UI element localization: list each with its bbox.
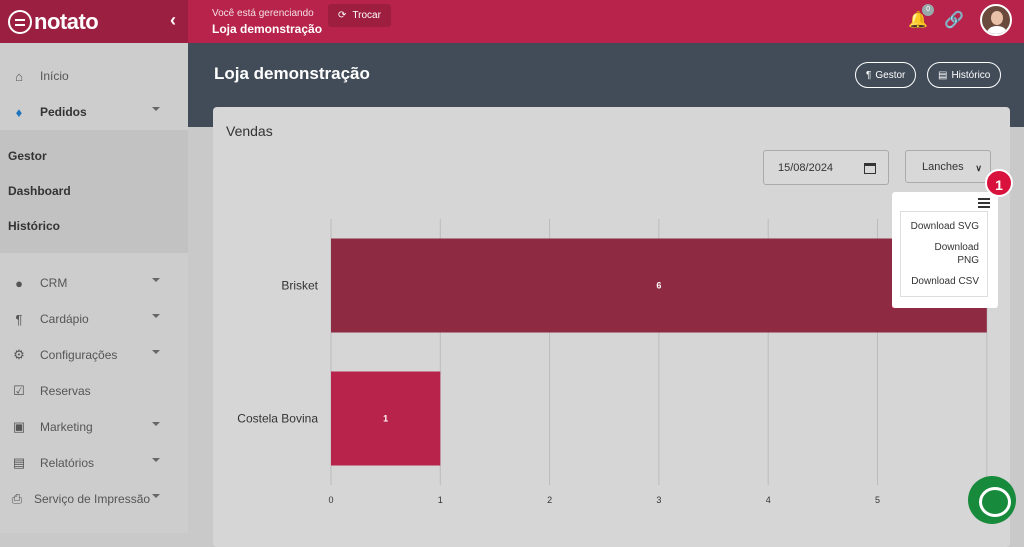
refresh-icon: ⟳ xyxy=(338,10,347,21)
sidebar-item-marketing[interactable]: ▣ Marketing xyxy=(0,409,188,445)
sidebar-item-label: Configurações xyxy=(40,348,118,362)
caret-down-icon xyxy=(152,458,160,462)
submenu-item-historico[interactable]: Histórico xyxy=(8,218,61,233)
caret-down-icon xyxy=(152,278,160,282)
submenu-item-dashboard[interactable]: Dashboard xyxy=(8,183,71,198)
chevron-left-icon[interactable]: ‹ xyxy=(170,10,176,30)
historico-button[interactable]: ▤ Histórico xyxy=(927,62,1002,88)
top-bar: notato ‹ Você está gerenciando Loja demo… xyxy=(0,0,1024,43)
avatar[interactable] xyxy=(980,4,1012,36)
pedidos-submenu: Gestor Dashboard Histórico xyxy=(0,130,188,253)
caret-down-icon xyxy=(152,422,160,426)
caret-down-icon xyxy=(152,107,160,111)
date-input[interactable]: 15/08/2024 xyxy=(763,150,889,185)
sidebar-item-label: Marketing xyxy=(40,420,93,434)
sidebar-item-label: Reservas xyxy=(40,384,91,398)
report-icon: ▤ xyxy=(12,455,26,470)
logo-text: notato xyxy=(34,8,99,34)
bar-costela-bovina[interactable] xyxy=(331,371,441,466)
top-right-actions: 🔔 0 🔗 xyxy=(908,4,1012,36)
chat-button[interactable] xyxy=(968,476,1016,524)
x-tick-label: 5 xyxy=(875,495,880,505)
bell-icon: 🔔 xyxy=(908,12,929,29)
sidebar-item-label: Cardápio xyxy=(40,312,89,326)
caret-down-icon xyxy=(152,314,160,318)
home-icon: ⌂ xyxy=(15,68,23,84)
notifications-button[interactable]: 🔔 0 xyxy=(908,4,935,30)
sidebar-item-relatorios[interactable]: ▤ Relatórios xyxy=(0,445,188,481)
download-csv-option[interactable]: Download CSV xyxy=(911,276,979,287)
gear-icon: ⚙ xyxy=(13,347,25,362)
sidebar-item-configuracoes[interactable]: ⚙ Configurações xyxy=(0,337,188,373)
utensils-icon: ¶ xyxy=(866,69,872,81)
category-select-value: Lanches xyxy=(922,160,964,173)
notification-badge: 0 xyxy=(922,4,935,16)
bar-value-label: 1 xyxy=(383,414,388,424)
x-tick-label: 4 xyxy=(766,495,771,505)
sidebar-item-pedidos[interactable]: ♦ Pedidos xyxy=(0,94,188,130)
ad-icon: ▣ xyxy=(12,419,26,434)
printer-icon: ⎙ xyxy=(11,491,23,506)
step-badge: 1 xyxy=(985,169,1013,197)
caret-down-icon xyxy=(152,350,160,354)
utensils-icon: ¶ xyxy=(15,311,23,327)
page-title: Loja demonstração xyxy=(214,64,370,83)
book-icon: ▤ xyxy=(938,69,948,81)
sidebar-item-reservas[interactable]: ☑ Reservas xyxy=(0,373,188,409)
sidebar-item-label: CRM xyxy=(40,276,68,290)
sidebar-item-inicio[interactable]: ⌂ Início xyxy=(0,58,188,94)
hamburger-menu-icon[interactable] xyxy=(978,198,990,210)
sidebar-item-label: Relatórios xyxy=(40,456,95,470)
x-tick-label: 3 xyxy=(656,495,661,505)
chart-menu-list: Download SVG Download PNG Download CSV xyxy=(900,211,988,297)
category-select[interactable]: Lanches ∨ xyxy=(905,150,991,183)
y-category-label: Brisket xyxy=(281,279,318,293)
sidebar-item-label: Serviço de Impressão xyxy=(34,492,151,506)
sales-chart: 0 1 2 3 4 5 6 Brisket 1 Costela Bovina xyxy=(237,219,988,505)
download-png-option[interactable]: Download PNG xyxy=(934,242,979,266)
gestor-label: Gestor xyxy=(875,69,906,81)
historico-label: Histórico xyxy=(951,69,991,81)
logo-icon xyxy=(8,9,32,34)
y-category-label: Costela Bovina xyxy=(237,412,318,426)
managing-store: Você está gerenciando Loja demonstração xyxy=(212,8,322,36)
sidebar-item-label: Início xyxy=(40,69,69,83)
sidebar-item-crm[interactable]: ● CRM xyxy=(0,265,188,301)
sidebar-item-label: Pedidos xyxy=(40,105,87,119)
x-tick-label: 2 xyxy=(547,495,552,505)
bar-brisket[interactable] xyxy=(331,238,987,333)
bell-icon: ♦ xyxy=(15,104,23,120)
managing-store-name: Loja demonstração xyxy=(212,21,323,36)
gestor-button[interactable]: ¶ Gestor xyxy=(855,62,917,88)
sidebar-item-cardapio[interactable]: ¶ Cardápio xyxy=(0,301,188,337)
bar-value-label: 6 xyxy=(656,281,661,291)
chevron-down-icon: ∨ xyxy=(975,163,982,173)
calendar-check-icon: ☑ xyxy=(13,383,25,398)
sidebar-item-servico-impressao[interactable]: ⎙ Serviço de Impressão xyxy=(0,481,188,517)
sidebar: ⌂ Início ♦ Pedidos Gestor Dashboard Hist… xyxy=(0,43,188,533)
x-tick-label: 0 xyxy=(328,495,333,505)
submenu-item-gestor[interactable]: Gestor xyxy=(8,148,47,163)
managing-label: Você está gerenciando xyxy=(212,7,314,19)
swap-store-button[interactable]: ⟳ Trocar xyxy=(328,4,391,27)
date-value: 15/08/2024 xyxy=(778,161,834,174)
download-svg-option[interactable]: Download SVG xyxy=(910,221,979,232)
logo-area: notato ‹ xyxy=(0,0,188,43)
swap-label: Trocar xyxy=(352,10,381,21)
x-tick-label: 1 xyxy=(438,495,443,505)
card-title: Vendas xyxy=(226,123,273,139)
chart-export-menu: Download SVG Download PNG Download CSV xyxy=(892,192,998,308)
link-icon[interactable]: 🔗 xyxy=(944,12,964,29)
caret-down-icon xyxy=(152,494,160,498)
calendar-icon[interactable] xyxy=(864,163,876,174)
users-icon: ● xyxy=(15,275,23,291)
